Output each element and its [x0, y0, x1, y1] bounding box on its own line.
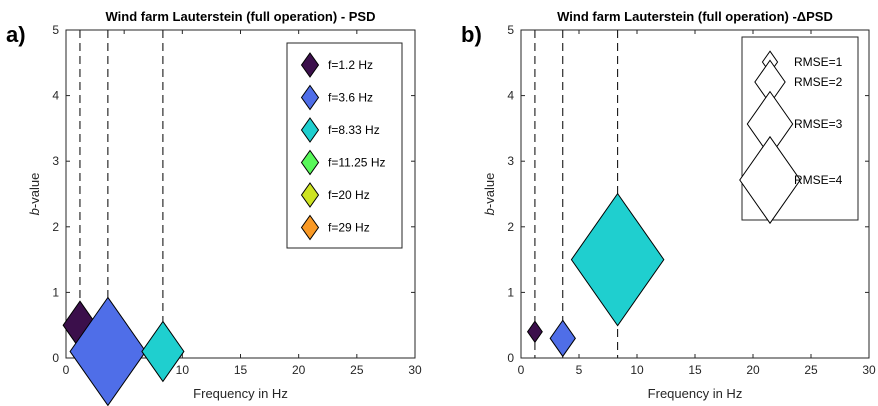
- legend-label: RMSE=3: [794, 117, 843, 131]
- x-tick-label: 10: [630, 363, 644, 377]
- legend-marker: [300, 52, 320, 78]
- y-tick-label: 5: [52, 23, 59, 37]
- x-tick-label: 25: [350, 363, 364, 377]
- y-axis-label-italic: b: [27, 208, 42, 215]
- y-tick-label: 1: [507, 285, 514, 299]
- legend-label: RMSE=2: [794, 75, 843, 89]
- y-tick-label: 2: [507, 220, 514, 234]
- y-tick-label: 4: [507, 89, 514, 103]
- legend-label: f=8.33 Hz: [328, 123, 380, 137]
- data-point-diamond: [570, 192, 665, 327]
- x-tick-label: 10: [176, 363, 190, 377]
- x-tick-label: 20: [746, 363, 760, 377]
- x-tick-label: 5: [576, 363, 583, 377]
- chart-title: Wind farm Lauterstein (full operation) -…: [105, 9, 375, 24]
- legend-label: RMSE=4: [794, 173, 843, 187]
- legend-marker: [739, 135, 801, 225]
- legend-marker: [300, 182, 320, 208]
- x-axis-label: Frequency in Hz: [648, 386, 743, 401]
- legend-label: RMSE=1: [794, 55, 843, 69]
- x-tick-label: 30: [862, 363, 876, 377]
- panel-a: a) Wind farm Lauterstein (full operation)…: [6, 9, 422, 406]
- x-tick-label: 15: [234, 363, 248, 377]
- y-tick-label: 3: [507, 154, 514, 168]
- x-tick-label: 25: [804, 363, 818, 377]
- y-tick-label: 0: [507, 351, 514, 365]
- y-axis-label: b-value: [482, 173, 497, 216]
- y-axis-label-italic: b: [482, 208, 497, 215]
- data-point-diamond: [549, 319, 576, 358]
- legend-marker: [300, 117, 320, 143]
- data-point-diamond: [141, 320, 185, 383]
- legend-marker: [300, 214, 320, 241]
- chart-title: Wind farm Lauterstein (full operation) -…: [557, 9, 833, 24]
- legend-label: f=11.25 Hz: [328, 156, 385, 170]
- data-point-diamond: [69, 296, 147, 406]
- x-tick-label: 0: [518, 363, 525, 377]
- legend-label: f=3.6 Hz: [328, 91, 373, 105]
- y-tick-label: 2: [52, 220, 59, 234]
- legend-marker: [300, 84, 320, 111]
- x-tick-label: 30: [408, 363, 422, 377]
- legend-marker: [300, 149, 320, 176]
- legend-label: f=20 Hz: [328, 188, 370, 202]
- x-tick-label: 15: [688, 363, 702, 377]
- y-tick-label: 4: [52, 89, 59, 103]
- y-axis-label: b-value: [27, 173, 42, 216]
- y-tick-label: 1: [52, 285, 59, 299]
- y-axis-label-rest: -value: [27, 173, 42, 208]
- panel-b: b) Wind farm Lauterstein (full operation)…: [461, 9, 876, 401]
- y-axis-label-rest: -value: [482, 173, 497, 208]
- panel-label: a): [6, 22, 26, 47]
- x-axis-label: Frequency in Hz: [193, 386, 288, 401]
- legend-label: f=29 Hz: [328, 221, 370, 235]
- data-point-diamond: [526, 320, 543, 344]
- panel-label: b): [461, 22, 482, 47]
- legend-box: [286, 42, 403, 249]
- legend-label: f=1.2 Hz: [328, 58, 373, 72]
- y-tick-label: 0: [52, 351, 59, 365]
- x-tick-label: 0: [63, 363, 70, 377]
- y-tick-label: 5: [507, 23, 514, 37]
- x-tick-label: 20: [292, 363, 306, 377]
- y-tick-label: 3: [52, 154, 59, 168]
